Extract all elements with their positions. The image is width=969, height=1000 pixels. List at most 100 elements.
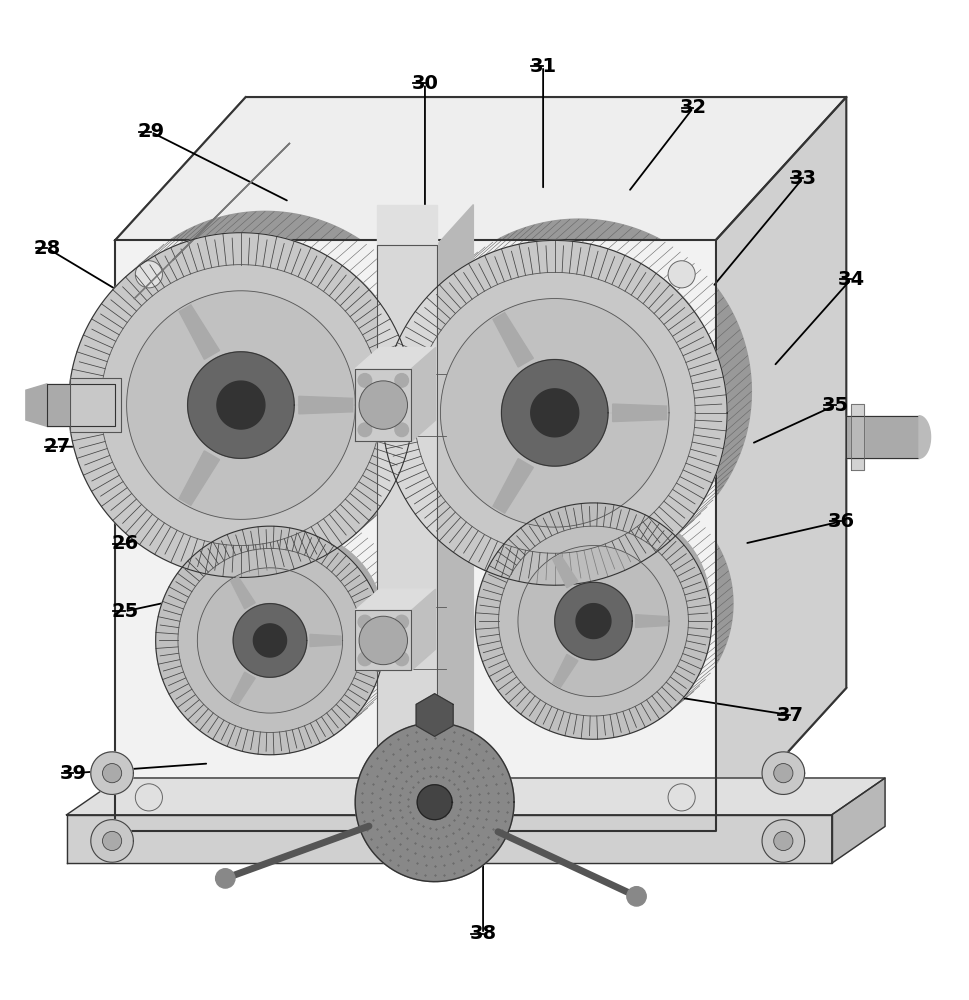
Polygon shape [187, 352, 294, 458]
Circle shape [359, 616, 407, 665]
Circle shape [136, 261, 162, 288]
Text: 30: 30 [411, 74, 438, 93]
Circle shape [379, 610, 433, 665]
Polygon shape [127, 291, 355, 519]
Polygon shape [492, 313, 533, 367]
Polygon shape [501, 360, 608, 466]
Polygon shape [376, 205, 436, 245]
Polygon shape [845, 416, 918, 458]
Polygon shape [231, 577, 255, 609]
Text: 31: 31 [529, 57, 556, 76]
Polygon shape [355, 347, 435, 369]
Text: 39: 39 [60, 764, 87, 783]
Text: 37: 37 [776, 706, 802, 725]
Polygon shape [199, 531, 383, 715]
Circle shape [136, 784, 162, 811]
Polygon shape [67, 778, 884, 815]
Polygon shape [635, 615, 667, 627]
Polygon shape [411, 589, 435, 670]
Circle shape [391, 391, 421, 420]
Circle shape [394, 652, 408, 666]
Polygon shape [298, 396, 353, 414]
Circle shape [358, 423, 371, 437]
Polygon shape [918, 416, 929, 458]
Polygon shape [179, 451, 219, 505]
Text: 27: 27 [44, 437, 71, 456]
Polygon shape [155, 526, 384, 755]
Polygon shape [233, 604, 306, 677]
Text: 28: 28 [34, 239, 61, 258]
Circle shape [394, 615, 408, 629]
Circle shape [215, 869, 234, 888]
Polygon shape [417, 785, 452, 820]
Polygon shape [552, 555, 578, 588]
Text: 36: 36 [827, 512, 854, 531]
Polygon shape [438, 251, 719, 532]
Circle shape [626, 887, 645, 906]
Text: 26: 26 [110, 534, 139, 553]
Circle shape [358, 374, 371, 387]
Polygon shape [830, 778, 884, 863]
Text: 33: 33 [789, 169, 815, 188]
Circle shape [668, 261, 695, 288]
Polygon shape [715, 97, 845, 831]
Circle shape [358, 615, 371, 629]
Polygon shape [612, 404, 666, 422]
Polygon shape [496, 485, 733, 722]
Polygon shape [245, 97, 845, 688]
Polygon shape [382, 240, 727, 585]
Polygon shape [93, 211, 437, 556]
Polygon shape [475, 503, 711, 739]
Polygon shape [91, 820, 134, 862]
Text: 32: 32 [679, 98, 706, 117]
Circle shape [103, 764, 121, 783]
Polygon shape [355, 589, 435, 610]
Polygon shape [416, 694, 453, 736]
Polygon shape [217, 381, 265, 429]
Polygon shape [427, 715, 441, 727]
Polygon shape [576, 604, 610, 639]
Circle shape [359, 381, 407, 429]
Polygon shape [355, 369, 411, 441]
Circle shape [394, 374, 408, 387]
Polygon shape [176, 509, 405, 737]
Text: 29: 29 [138, 122, 164, 141]
Polygon shape [552, 654, 578, 687]
Polygon shape [115, 240, 715, 831]
Polygon shape [115, 97, 845, 240]
Polygon shape [376, 245, 436, 795]
Polygon shape [492, 459, 533, 513]
Polygon shape [440, 299, 669, 527]
Polygon shape [436, 205, 473, 795]
Circle shape [103, 831, 121, 851]
Polygon shape [762, 820, 804, 862]
Polygon shape [850, 404, 862, 470]
Polygon shape [91, 752, 134, 794]
Polygon shape [355, 610, 411, 670]
Circle shape [391, 623, 421, 652]
Polygon shape [762, 752, 804, 794]
Polygon shape [47, 384, 115, 426]
Polygon shape [554, 582, 632, 660]
Polygon shape [69, 233, 413, 577]
Polygon shape [231, 672, 255, 704]
Polygon shape [67, 815, 830, 863]
Circle shape [379, 378, 433, 432]
Polygon shape [517, 546, 669, 697]
Polygon shape [355, 723, 514, 882]
Text: 34: 34 [836, 270, 863, 289]
Circle shape [358, 652, 371, 666]
Polygon shape [310, 634, 341, 646]
Polygon shape [179, 305, 219, 359]
Polygon shape [411, 347, 435, 441]
Polygon shape [125, 243, 405, 524]
Polygon shape [197, 568, 342, 713]
Circle shape [394, 423, 408, 437]
Text: 25: 25 [110, 602, 139, 621]
Polygon shape [71, 378, 121, 432]
Text: 35: 35 [821, 396, 848, 415]
Circle shape [773, 764, 792, 783]
Polygon shape [406, 219, 751, 564]
Polygon shape [519, 509, 709, 699]
Polygon shape [530, 389, 578, 437]
